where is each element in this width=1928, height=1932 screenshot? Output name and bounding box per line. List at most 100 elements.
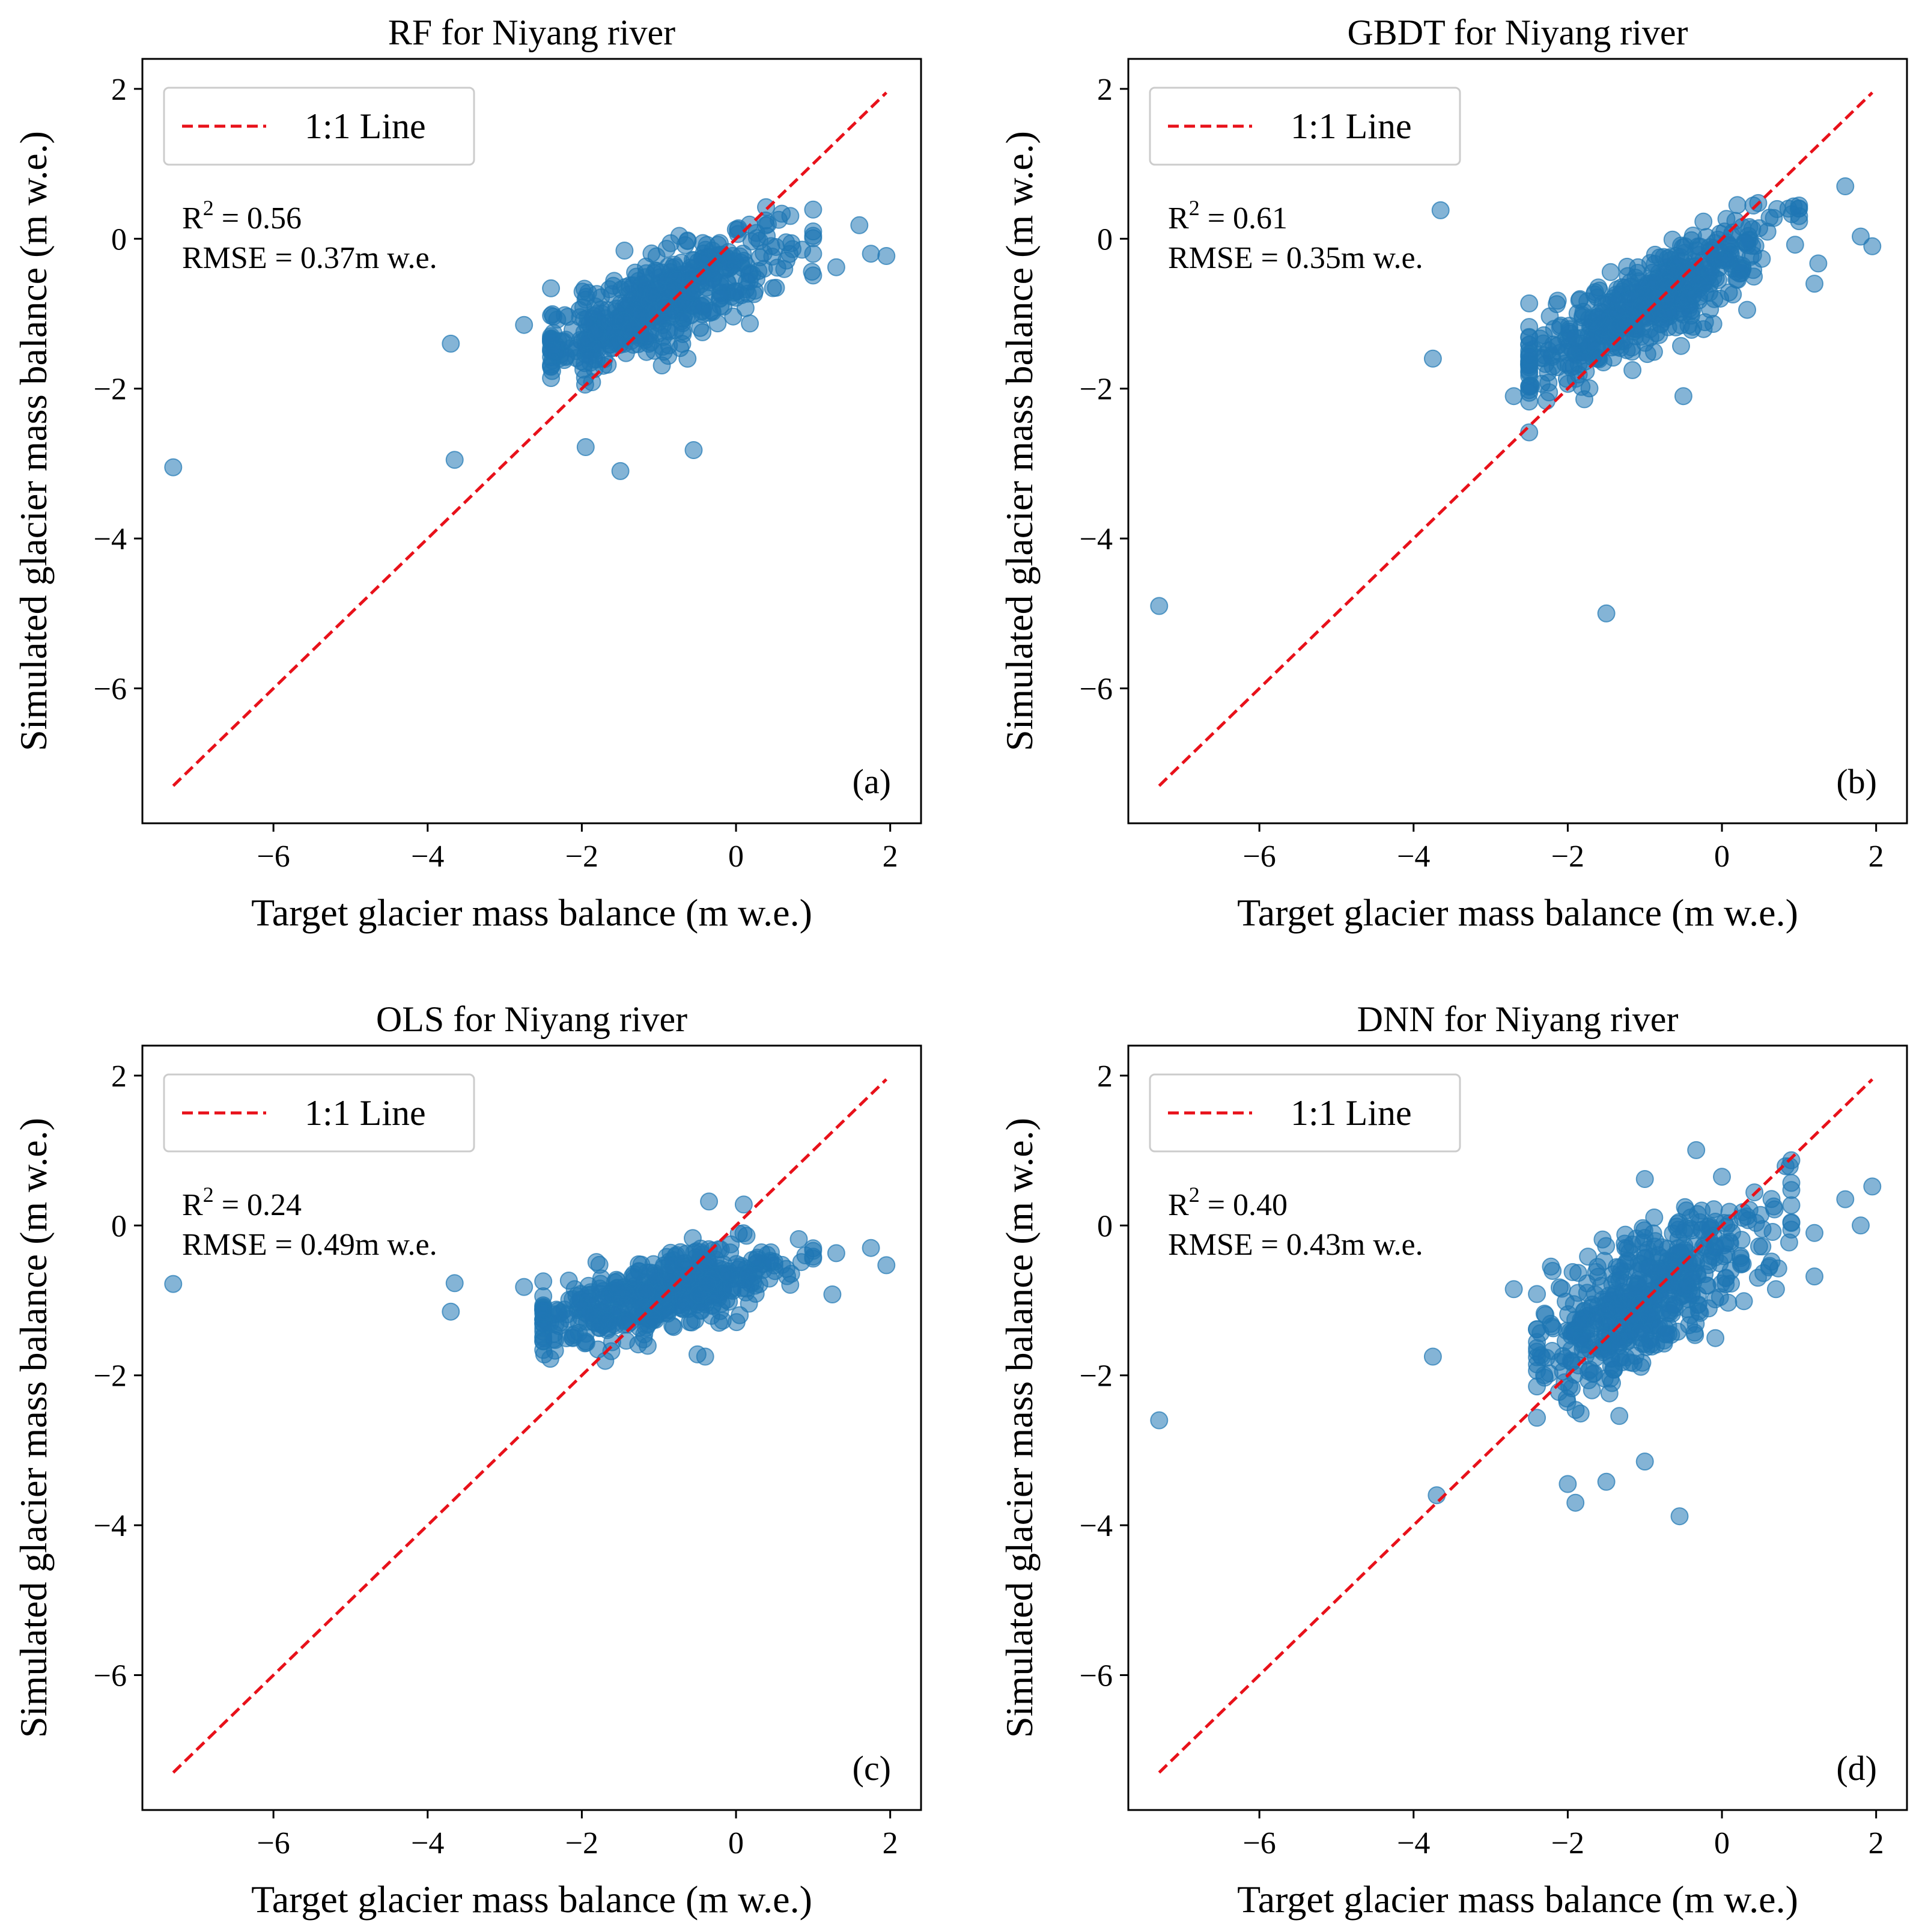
data-point [1566, 1311, 1584, 1329]
data-point [1543, 1261, 1562, 1280]
data-point [445, 1274, 464, 1293]
data-point [1575, 390, 1593, 409]
y-tick-label: −6 [94, 1659, 127, 1693]
one-to-one-line [1158, 1078, 1873, 1774]
data-point [1668, 1214, 1687, 1233]
panel-1: −6 −4 −2 0 2 −6 −4 −2 0 2 GBDT for Niyang river Tar… [998, 13, 1908, 934]
data-point [1597, 604, 1616, 623]
data-point [1656, 293, 1675, 311]
data-point [1672, 337, 1690, 355]
legend: 1:1 Line [1149, 1073, 1461, 1153]
legend-label: 1:1 Line [305, 106, 426, 146]
data-point [632, 305, 651, 324]
data-point [559, 1309, 577, 1328]
data-point [1631, 1323, 1650, 1342]
panel-0: −6 −4 −2 0 2 −6 −4 −2 0 2 RF for Niyang river Targe… [12, 13, 922, 934]
data-point [777, 1260, 795, 1278]
data-point [1588, 1258, 1607, 1276]
data-point [783, 240, 802, 258]
data-point [1760, 209, 1779, 227]
data-point [1638, 345, 1656, 364]
data-point [1545, 320, 1563, 338]
y-tick-label: −2 [1080, 373, 1113, 407]
data-point [578, 315, 597, 334]
r-squared-text: R2 = 0.40 [1168, 1183, 1288, 1222]
data-point [1635, 1170, 1654, 1188]
data-point [1836, 1190, 1855, 1208]
data-point [1782, 1181, 1801, 1199]
legend: 1:1 Line [163, 87, 475, 166]
data-point [1735, 1292, 1753, 1311]
data-point [1694, 212, 1713, 231]
data-point [580, 1306, 598, 1325]
data-point [1597, 1472, 1616, 1491]
data-point [1676, 237, 1694, 255]
data-point [700, 1192, 719, 1211]
data-point [1695, 313, 1714, 332]
x-tick-label: −4 [1397, 1826, 1430, 1860]
x-tick-label: 2 [1869, 1826, 1884, 1860]
data-point [740, 272, 759, 291]
y-tick-label: −4 [94, 522, 127, 556]
data-point [664, 278, 683, 296]
data-point [1728, 196, 1747, 215]
data-point [1805, 275, 1823, 293]
panel-letter: (c) [853, 1749, 891, 1788]
x-tick-label: 0 [1714, 1826, 1730, 1860]
data-point [1150, 1411, 1169, 1430]
data-point [767, 278, 785, 297]
data-point [1676, 1198, 1694, 1216]
data-point [684, 441, 703, 459]
data-point [1852, 227, 1870, 246]
data-point [596, 1351, 615, 1370]
data-point [1593, 1230, 1612, 1249]
legend-box [1149, 1073, 1461, 1153]
one-to-one-line [172, 91, 887, 787]
data-point [1586, 1285, 1604, 1303]
data-point [1659, 318, 1677, 337]
y-tick-label: 2 [1097, 73, 1113, 107]
data-point [1723, 1223, 1741, 1242]
data-point [1746, 237, 1765, 255]
data-point [1608, 1298, 1627, 1317]
data-point [1616, 1234, 1634, 1253]
data-point [1609, 317, 1628, 335]
y-tick-label: −4 [94, 1509, 127, 1543]
plot-frame [141, 1044, 922, 1811]
data-point [804, 1242, 823, 1260]
data-point [1805, 1223, 1823, 1242]
data-point [1528, 1409, 1546, 1427]
data-point [629, 1335, 648, 1354]
y-axis-label: Simulated glacier mass balance (m w.e.) [998, 131, 1041, 751]
y-tick-label: −6 [94, 672, 127, 707]
y-tick-label: 2 [111, 73, 127, 107]
data-point [660, 322, 678, 341]
data-point [646, 261, 664, 280]
data-point [534, 1305, 553, 1323]
data-point [1782, 1196, 1801, 1214]
x-axis-label: Target glacier mass balance (m w.e.) [251, 891, 812, 934]
data-point [804, 222, 823, 241]
data-point [1744, 197, 1763, 215]
chart-title: RF for Niyang river [388, 13, 675, 52]
data-point [1701, 263, 1720, 282]
y-tick-label: −4 [1080, 1509, 1113, 1543]
data-point [1520, 347, 1539, 365]
scatter-points [1150, 1141, 1882, 1526]
data-point [515, 1278, 534, 1296]
data-point [1836, 177, 1855, 195]
data-point [1569, 1264, 1587, 1282]
data-point [696, 1347, 714, 1366]
data-point [1571, 1404, 1590, 1423]
data-point [1782, 1213, 1801, 1231]
data-point [671, 339, 690, 358]
data-point [877, 247, 896, 265]
rmse-text: RMSE = 0.37m w.e. [182, 241, 437, 275]
y-tick-label: −6 [1080, 672, 1113, 707]
data-point [1731, 1247, 1750, 1266]
x-tick-label: −4 [1397, 840, 1430, 874]
scatter-points [164, 1192, 896, 1370]
panel-letter: (d) [1836, 1749, 1877, 1788]
data-point [1745, 267, 1763, 286]
